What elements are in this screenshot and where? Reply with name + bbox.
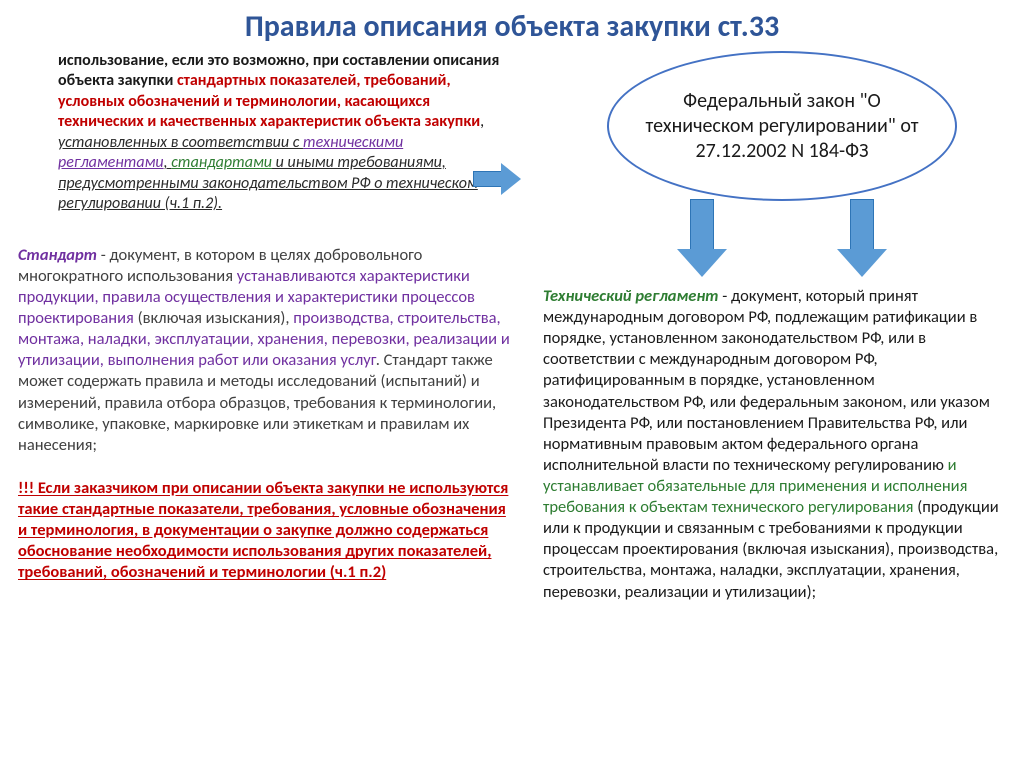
law-ellipse: Федеральный закон "О техническом регулир…	[607, 51, 957, 201]
standard-definition: Стандарт - документ, в котором в целях д…	[18, 245, 515, 456]
page-title: Правила описания объекта закупки ст.33	[0, 0, 1024, 51]
down-arrow-1-icon	[677, 199, 727, 279]
content-area: использование, если это возможно, при со…	[0, 51, 1024, 583]
tech-p1: - документ, который принят международным…	[543, 286, 990, 475]
standard-p2: (включая изыскания),	[134, 308, 293, 328]
tech-reglament-definition: Технический регламент - документ, которы…	[543, 286, 1008, 603]
intro-ital1: установленных в соответствии с	[58, 133, 303, 152]
tech-term: Технический регламент	[543, 286, 719, 306]
intro-after-red: ,	[480, 112, 484, 131]
link-standards[interactable]: стандартами	[171, 153, 272, 172]
standard-term: Стандарт	[18, 245, 97, 265]
right-column: Федеральный закон "О техническом регулир…	[527, 51, 1006, 583]
intro-paragraph: использование, если это возможно, при со…	[18, 51, 515, 215]
arrow-right-icon	[473, 163, 523, 195]
left-column: использование, если это возможно, при со…	[18, 51, 527, 583]
warning-paragraph: !!! Если заказчиком при описании объекта…	[18, 478, 515, 584]
down-arrow-2-icon	[837, 199, 887, 279]
